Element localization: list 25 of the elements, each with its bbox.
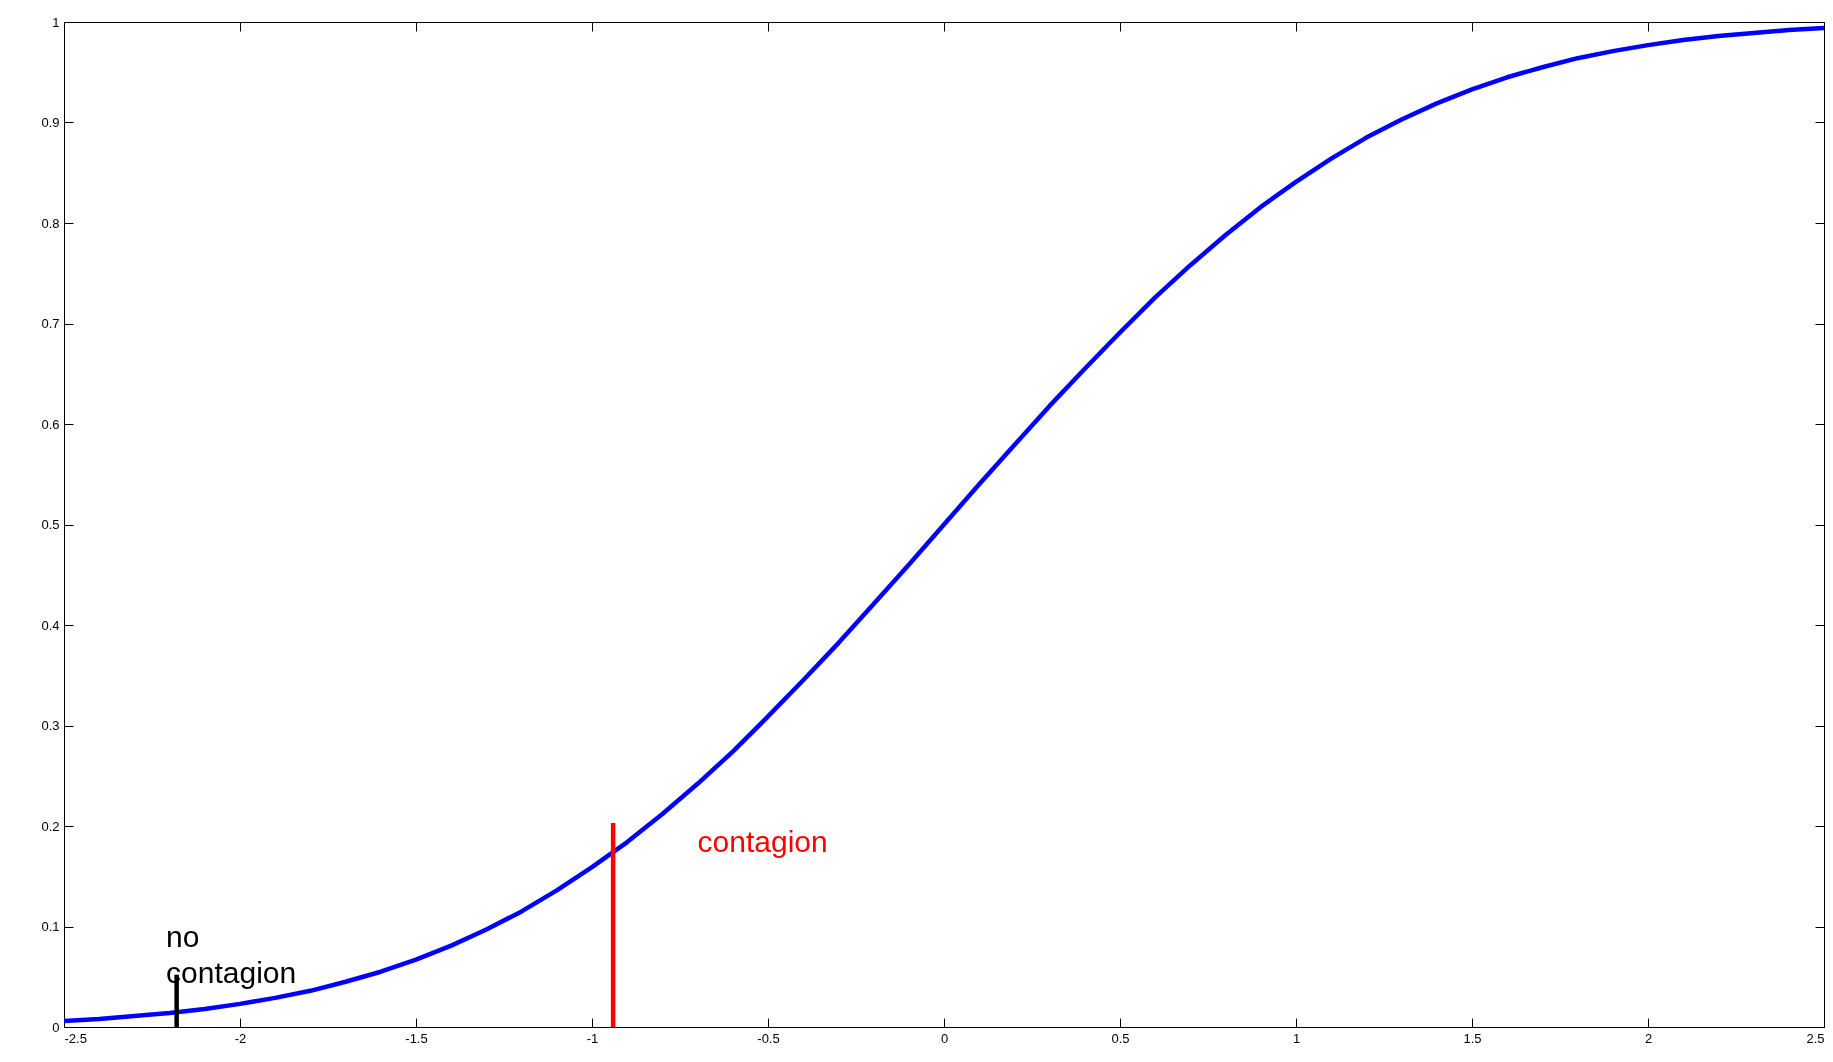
x-tick-label: -2.5 [64,1030,87,1046]
x-tick-label: -2 [234,1030,247,1046]
y-tick-label: 0.5 [41,517,60,532]
x-tick-label: 0 [940,1030,949,1046]
y-tick-label: 0.3 [41,718,60,733]
x-tick-label: 0.5 [1111,1030,1130,1046]
x-tick-label: -1.5 [405,1030,428,1046]
y-tick-label: 0.6 [41,416,60,432]
y-tick-label: 0.2 [41,818,60,834]
y-tick-label: 0.1 [41,919,60,934]
y-tick-label: 0.7 [41,316,60,331]
y-tick-label: 0 [52,1019,60,1035]
x-tick-label: -0.5 [757,1030,780,1046]
annotation: contagion [697,825,828,859]
x-tick-label: 1.5 [1463,1030,1482,1046]
x-tick-label: -1 [586,1030,599,1046]
x-tick-label: 2 [1644,1030,1653,1046]
line-series [64,25,1824,1024]
y-tick-label: 0.4 [41,617,60,633]
x-tick-label: 1 [1292,1030,1301,1046]
x-tick-label: 2.5 [1806,1030,1825,1046]
annotation: no contagion [166,919,297,989]
y-tick-label: 1 [52,14,60,30]
y-tick-label: 0.8 [41,215,60,231]
y-tick-label: 0.9 [41,115,60,130]
